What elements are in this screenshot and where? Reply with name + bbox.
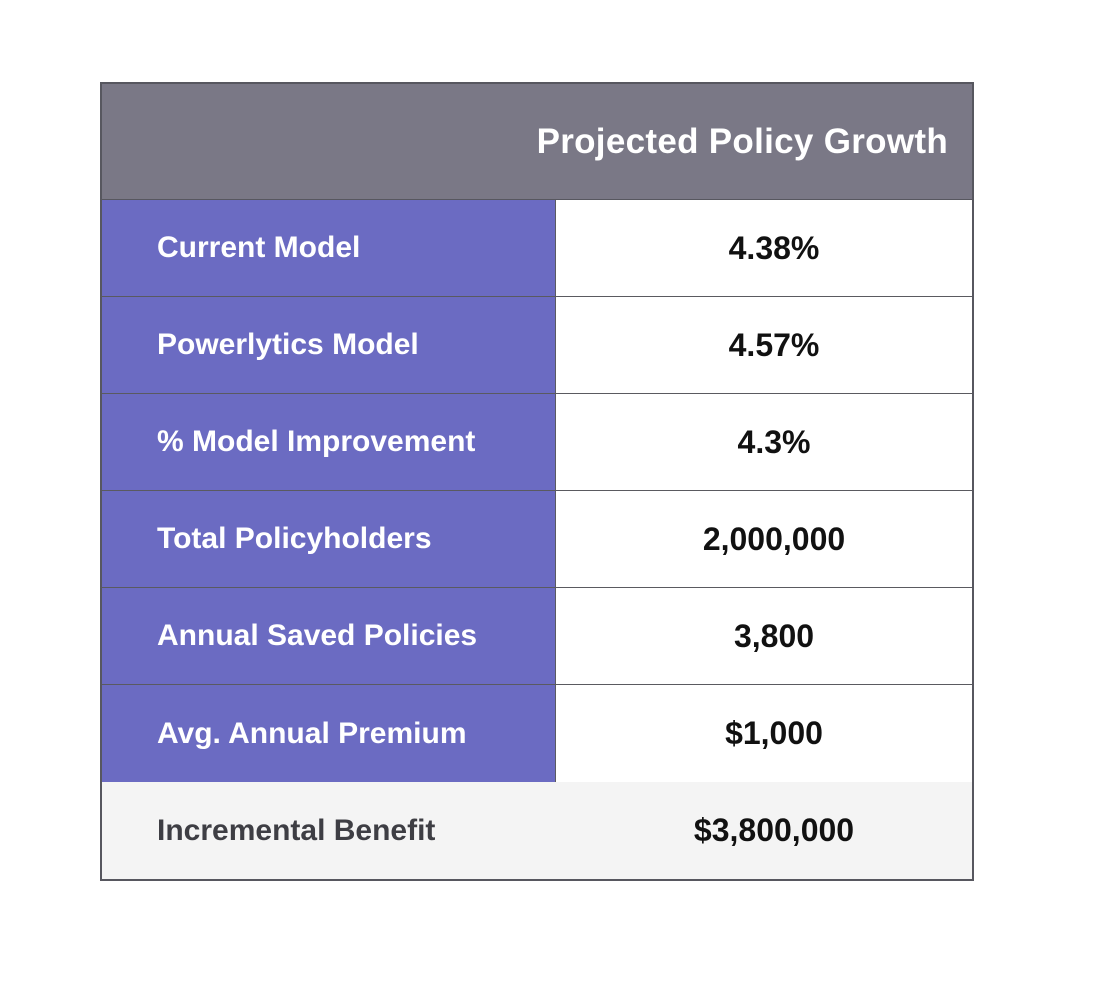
row-label: % Model Improvement (102, 394, 556, 490)
row-value: 4.3% (556, 394, 972, 490)
row-label: Annual Saved Policies (102, 588, 556, 684)
table-row: Powerlytics Model 4.57% (102, 297, 972, 394)
row-value: 3,800 (556, 588, 972, 684)
table-row: Annual Saved Policies 3,800 (102, 588, 972, 685)
total-label: Incremental Benefit (157, 813, 436, 847)
policy-growth-table: Projected Policy Growth Current Model 4.… (100, 82, 974, 881)
row-value: 4.38% (556, 200, 972, 296)
row-label: Avg. Annual Premium (102, 685, 556, 782)
row-label: Powerlytics Model (102, 297, 556, 393)
table-header: Projected Policy Growth (102, 84, 972, 200)
total-row: Incremental Benefit $3,800,000 (102, 782, 972, 879)
row-value: 2,000,000 (556, 491, 972, 587)
row-label: Current Model (102, 200, 556, 296)
total-value: $3,800,000 (693, 812, 855, 848)
row-value: 4.57% (556, 297, 972, 393)
row-value: $1,000 (556, 685, 972, 782)
table-row: Total Policyholders 2,000,000 (102, 491, 972, 588)
row-label: Total Policyholders (102, 491, 556, 587)
table-row: Avg. Annual Premium $1,000 (102, 685, 972, 782)
table-row: Current Model 4.38% (102, 200, 972, 297)
table-row: % Model Improvement 4.3% (102, 394, 972, 491)
column-header-projected-policy-growth: Projected Policy Growth (536, 121, 948, 161)
